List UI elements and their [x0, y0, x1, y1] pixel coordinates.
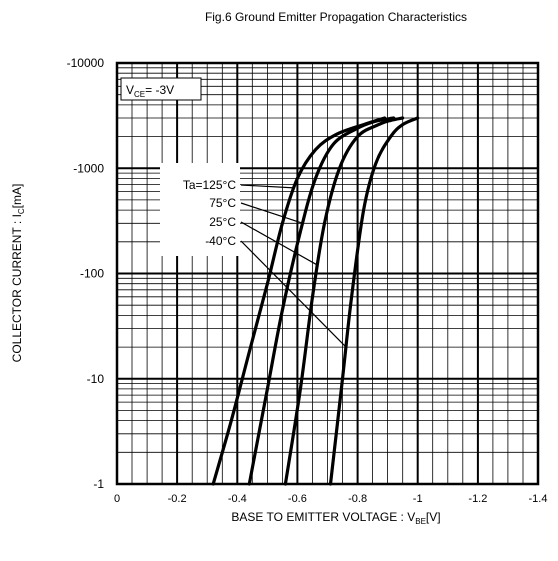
series-line: [328, 116, 420, 486]
series-line: [211, 116, 387, 486]
series-label: 75°C: [209, 196, 236, 210]
x-axis-title-sub: BE: [415, 517, 426, 526]
series-label: 25°C: [209, 215, 236, 229]
condition-main: V: [126, 83, 134, 97]
y-tick-label: -1000: [73, 161, 104, 175]
x-tick-label: -0.6: [288, 493, 307, 505]
series-labels: Ta=125°C 75°C 25°C -40°C: [160, 163, 347, 348]
grid: [117, 63, 538, 484]
chart-title: Fig.6 Ground Emitter Propagation Charact…: [205, 10, 467, 24]
series-label: Ta=125°C: [183, 178, 237, 192]
series-leader-line: [240, 240, 347, 348]
x-tick-label: -0.4: [228, 493, 247, 505]
x-tick-label: -1: [413, 493, 423, 505]
x-tick-label: -1.2: [468, 493, 487, 505]
series: [211, 116, 420, 486]
condition-label: VCE= -3V: [126, 83, 174, 99]
condition-value: = -3V: [145, 83, 174, 97]
y-tick-label: -1: [93, 477, 104, 491]
series-leader-line: [240, 202, 303, 224]
x-tick-label: -0.2: [168, 493, 187, 505]
series-leader-line: [240, 221, 318, 266]
y-tick-label: -100: [80, 267, 104, 281]
y-tick-label: -10000: [67, 56, 105, 70]
series-line: [283, 116, 405, 486]
plot-frame: [115, 61, 540, 486]
x-axis-title-unit: [V]: [426, 510, 441, 524]
y-tick-label: -10: [87, 372, 105, 386]
y-axis-title-sub: C: [17, 208, 26, 214]
condition-sub: CE: [134, 90, 145, 99]
series-label: -40°C: [205, 234, 236, 248]
tick-labels: 0 -0.2 -0.4 -0.6 -0.8 -1 -1.2 -1.4 -1 -10 -100 -100…: [67, 56, 548, 505]
x-tick-label: -1.4: [529, 493, 548, 505]
x-tick-label: -0.8: [348, 493, 367, 505]
condition-frame: [120, 77, 202, 101]
condition-box: VCE= -3V: [120, 77, 202, 101]
y-axis-title-main: COLLECTOR CURRENT : I: [10, 214, 24, 362]
x-axis-title-main: BASE TO EMITTER VOLTAGE : V: [231, 510, 415, 524]
series-line: [247, 116, 396, 486]
series-label-background: [160, 163, 240, 256]
y-axis-title: COLLECTOR CURRENT : IC[mA]: [10, 184, 26, 363]
series-leader-line: [240, 184, 295, 189]
y-axis-title-unit: [mA]: [10, 184, 24, 209]
x-tick-label: 0: [114, 493, 120, 505]
x-axis-title: BASE TO EMITTER VOLTAGE : VBE[V]: [231, 510, 440, 526]
